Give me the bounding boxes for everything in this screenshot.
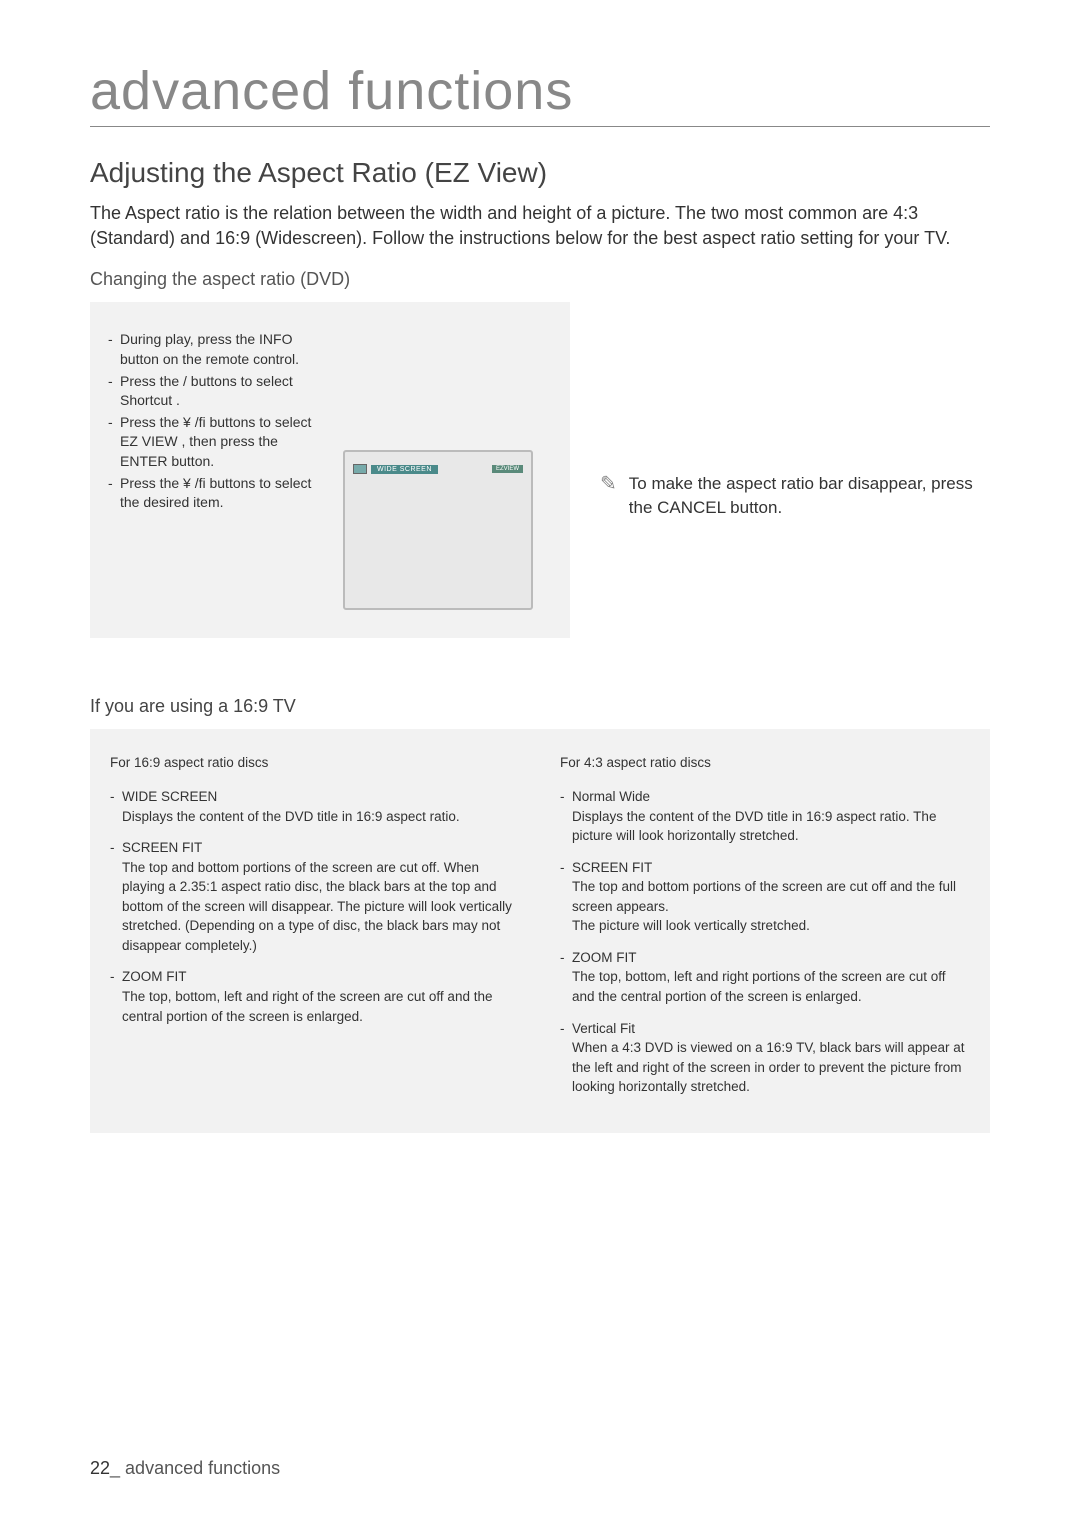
note-icon: ✎	[600, 474, 617, 494]
instruction-box: -During play, press the INFO button on t…	[90, 302, 570, 638]
mode-name: ZOOM FIT	[122, 967, 520, 987]
mode-item: -Normal WideDisplays the content of the …	[560, 787, 970, 846]
mode-desc: The top, bottom, left and right portions…	[572, 969, 945, 1004]
ezview-badge: EZVIEW	[492, 465, 523, 473]
step-item: -During play, press the INFO button on t…	[108, 330, 318, 369]
mode-desc: Displays the content of the DVD title in…	[572, 809, 936, 844]
note-text: To make the aspect ratio bar disappear, …	[629, 472, 990, 520]
mode-desc: When a 4:3 DVD is viewed on a 16:9 TV, b…	[572, 1040, 964, 1094]
mode-name: ZOOM FIT	[572, 948, 970, 968]
mode-name: WIDE SCREEN	[122, 787, 520, 807]
tv-illustration: WIDE SCREEN EZVIEW	[338, 330, 538, 610]
left-column-head: For 16:9 aspect ratio discs	[110, 753, 520, 773]
aspect-icon	[353, 464, 367, 474]
mode-desc: Displays the content of the DVD title in…	[122, 809, 460, 824]
step-item: -Press the / buttons to select Shortcut …	[108, 372, 318, 411]
step-text: Press the / buttons to select Shortcut .	[120, 372, 318, 411]
subheading-169: If you are using a 16:9 TV	[90, 696, 990, 717]
step-text: During play, press the INFO button on th…	[120, 330, 318, 369]
mode-name: Normal Wide	[572, 787, 970, 807]
right-column-head: For 4:3 aspect ratio discs	[560, 753, 970, 773]
modes-box: For 16:9 aspect ratio discs -WIDE SCREEN…	[90, 729, 990, 1132]
step-item: -Press the ¥ /ﬁ buttons to select EZ VIE…	[108, 413, 318, 472]
mode-desc: The top, bottom, left and right of the s…	[122, 989, 492, 1024]
mode-item: -SCREEN FITThe top and bottom portions o…	[110, 838, 520, 955]
tv-screen: WIDE SCREEN EZVIEW	[343, 450, 533, 610]
step-text: Press the ¥ /ﬁ buttons to select EZ VIEW…	[120, 413, 318, 472]
page-footer: 22_ advanced functions	[90, 1458, 280, 1479]
mode-item: -WIDE SCREENDisplays the content of the …	[110, 787, 520, 826]
mode-item: -ZOOM FITThe top, bottom, left and right…	[560, 948, 970, 1007]
note-row: ✎ To make the aspect ratio bar disappear…	[600, 472, 990, 520]
step-text: Press the ¥ /ﬁ buttons to select the des…	[120, 474, 318, 513]
steps-column: -During play, press the INFO button on t…	[108, 330, 318, 514]
mode-item: -SCREEN FITThe top and bottom portions o…	[560, 858, 970, 936]
section-title: Adjusting the Aspect Ratio (EZ View)	[90, 157, 990, 189]
mode-item: -Vertical FitWhen a 4:3 DVD is viewed on…	[560, 1019, 970, 1097]
tv-mode-label: WIDE SCREEN	[371, 465, 438, 474]
footer-label: _ advanced functions	[110, 1458, 280, 1478]
mode-name: SCREEN FIT	[572, 858, 970, 878]
mode-desc: The top and bottom portions of the scree…	[572, 879, 956, 933]
left-column: For 16:9 aspect ratio discs -WIDE SCREEN…	[110, 753, 520, 1108]
mode-name: SCREEN FIT	[122, 838, 520, 858]
mode-name: Vertical Fit	[572, 1019, 970, 1039]
mode-desc: The top and bottom portions of the scree…	[122, 860, 512, 953]
right-column: For 4:3 aspect ratio discs -Normal WideD…	[560, 753, 970, 1108]
chapter-title: advanced functions	[90, 60, 990, 127]
page-number: 22	[90, 1458, 110, 1478]
subheading-changing: Changing the aspect ratio (DVD)	[90, 269, 990, 290]
step-item: -Press the ¥ /ﬁ buttons to select the de…	[108, 474, 318, 513]
mode-item: -ZOOM FITThe top, bottom, left and right…	[110, 967, 520, 1026]
intro-text: The Aspect ratio is the relation between…	[90, 201, 990, 251]
